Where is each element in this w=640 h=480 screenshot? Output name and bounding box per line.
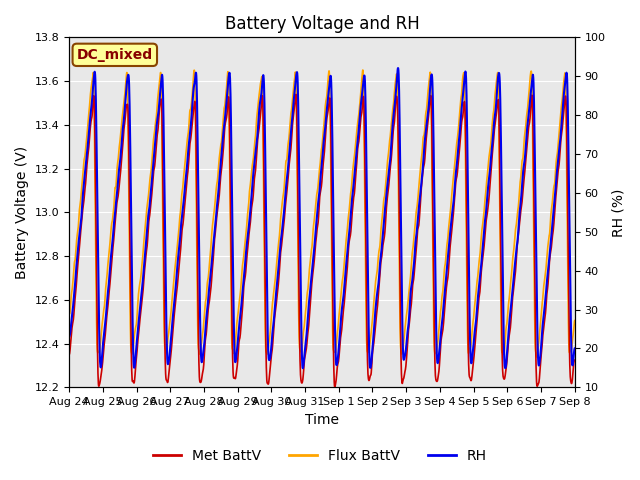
Legend: Met BattV, Flux BattV, RH: Met BattV, Flux BattV, RH	[148, 443, 492, 468]
Title: Battery Voltage and RH: Battery Voltage and RH	[225, 15, 419, 33]
Text: DC_mixed: DC_mixed	[77, 48, 153, 62]
Y-axis label: RH (%): RH (%)	[611, 188, 625, 237]
Y-axis label: Battery Voltage (V): Battery Voltage (V)	[15, 146, 29, 279]
X-axis label: Time: Time	[305, 413, 339, 427]
